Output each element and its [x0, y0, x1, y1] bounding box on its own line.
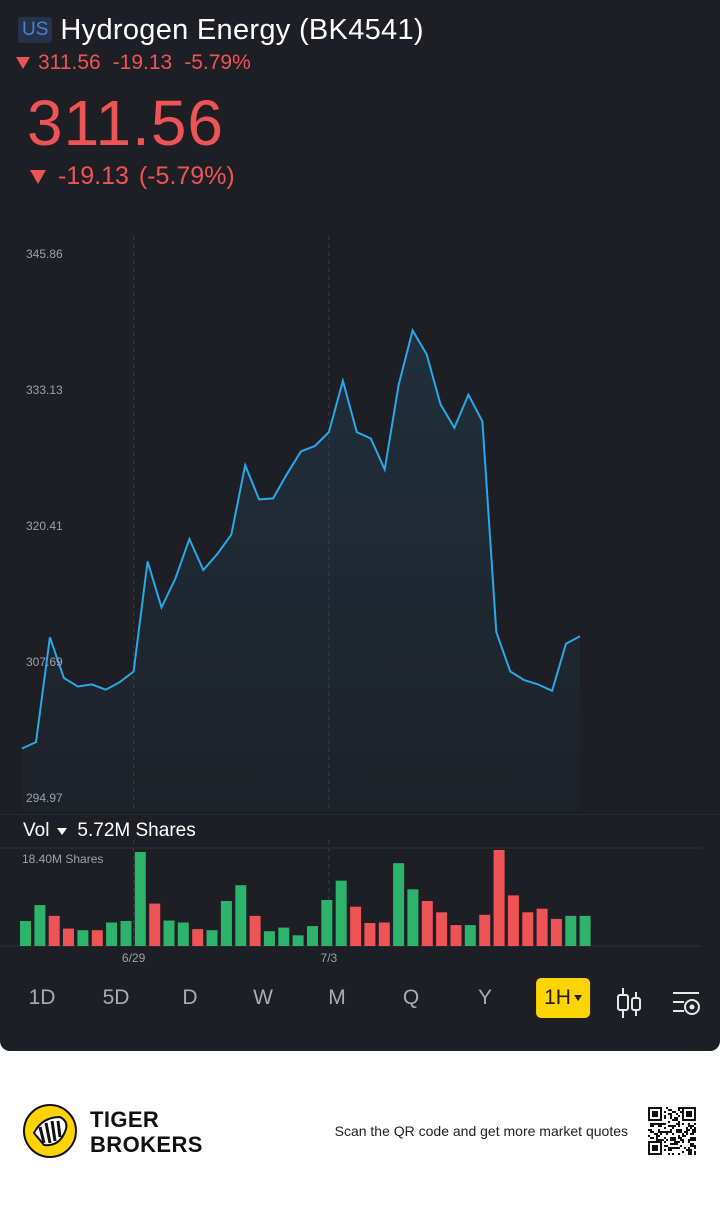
price-line	[21, 327, 581, 750]
brand-line-2: BROKERS	[90, 1132, 203, 1157]
volume-bar	[579, 915, 591, 946]
down-arrow-icon	[30, 169, 46, 184]
header-title-row: US Hydrogen Energy (BK4541)	[18, 10, 424, 50]
period-tab-label: 5D	[102, 986, 130, 1009]
volume-bar	[20, 921, 31, 946]
volume-bar	[350, 906, 362, 946]
period-tab-5d[interactable]: 5D	[103, 978, 130, 1018]
qr-code[interactable]	[648, 1107, 696, 1155]
volume-bar	[249, 915, 261, 946]
volume-bar	[436, 912, 448, 946]
volume-bar	[407, 889, 419, 946]
period-tab-label: M	[328, 986, 346, 1009]
volume-header[interactable]: Vol 5.72M Shares	[23, 820, 196, 842]
volume-bar	[134, 852, 146, 946]
volume-bar	[177, 922, 189, 946]
volume-bar	[522, 912, 534, 946]
volume-bar	[63, 928, 74, 946]
period-tab-q[interactable]: Q	[403, 978, 419, 1018]
volume-bar	[421, 901, 433, 946]
volume-bar	[450, 925, 462, 946]
quote-screen: US Hydrogen Energy (BK4541) 311.56 -19.1…	[0, 0, 720, 1051]
volume-bar	[321, 900, 333, 946]
volume-bar	[464, 925, 476, 946]
price-change-row: -19.13 (-5.79%)	[30, 162, 245, 191]
price-chart[interactable]: 345.86 333.13 320.41 307.69 294.97	[0, 230, 720, 815]
volume-bar	[278, 927, 290, 946]
period-tab-1h[interactable]: 1H	[536, 978, 590, 1018]
stock-title: Hydrogen Energy (BK4541)	[60, 13, 424, 46]
volume-bar	[163, 920, 175, 946]
volume-bar	[335, 880, 347, 946]
volume-bar	[149, 903, 161, 946]
chart-settings-icon[interactable]	[670, 986, 702, 1020]
y-tick-label: 333.13	[26, 383, 63, 397]
chevron-down-icon	[57, 827, 68, 835]
period-tab-label: W	[253, 986, 273, 1009]
volume-bar	[48, 915, 60, 946]
period-tab-label: Q	[402, 986, 420, 1009]
period-tab-1d[interactable]: 1D	[29, 978, 56, 1018]
pct-small: -5.79%	[184, 51, 251, 74]
caret-down-icon	[573, 995, 582, 1002]
volume-bar	[220, 901, 232, 946]
scan-qr-text: Scan the QR code and get more market quo…	[334, 1123, 628, 1139]
volume-bar	[565, 915, 577, 946]
y-tick-label: 294.97	[26, 791, 63, 805]
volume-bar	[263, 931, 275, 946]
x-tick-label: 6/29	[122, 951, 146, 965]
volume-label: Vol	[23, 820, 50, 841]
volume-bar	[393, 863, 405, 946]
brand-line-1: TIGER	[90, 1107, 160, 1132]
price-small: 311.56	[38, 51, 101, 74]
volume-bar	[536, 908, 548, 946]
change-small: -19.13	[112, 51, 173, 74]
volume-bar	[378, 922, 390, 946]
period-tab-label: 1H	[544, 986, 571, 1009]
period-tab-label: Y	[477, 986, 493, 1009]
period-tab-label: 1D	[28, 986, 56, 1009]
volume-bar	[493, 850, 505, 946]
footer: TIGER BROKERS Scan the QR code and get m…	[0, 1051, 720, 1213]
y-tick-label: 320.41	[26, 519, 63, 533]
period-tab-w[interactable]: W	[253, 978, 273, 1018]
last-price: 311.56	[27, 87, 224, 159]
period-tabs: 1D 5D D W M Q Y 1H	[0, 978, 720, 1020]
volume-bar	[479, 914, 491, 946]
period-tab-m[interactable]: M	[328, 978, 346, 1018]
y-tick-label: 307.69	[26, 655, 63, 669]
period-tab-y[interactable]: Y	[478, 978, 492, 1018]
volume-bar	[507, 895, 519, 946]
volume-bar	[292, 935, 304, 946]
candlestick-icon[interactable]	[614, 986, 644, 1020]
period-tab-d[interactable]: D	[182, 978, 197, 1018]
tiger-brokers-logo	[23, 1104, 77, 1158]
price-change: -19.13	[58, 162, 129, 190]
volume-bar	[235, 885, 247, 946]
volume-bar	[550, 918, 562, 946]
price-area	[22, 330, 580, 810]
volume-chart: 18.40M Shares 6/29 7/3	[0, 840, 702, 965]
period-tab-label: D	[182, 986, 198, 1009]
volume-bar	[77, 930, 89, 946]
volume-bar	[34, 905, 46, 946]
down-arrow-icon	[16, 57, 30, 69]
volume-bar	[307, 926, 318, 946]
x-tick-label: 7/3	[321, 951, 338, 965]
volume-bar	[106, 922, 118, 946]
y-tick-label: 345.86	[26, 247, 63, 261]
volume-bar	[91, 930, 103, 946]
volume-bar	[364, 923, 376, 946]
volume-bar	[192, 929, 204, 946]
volume-total: 5.72M Shares	[77, 820, 196, 841]
brand-name: TIGER BROKERS	[90, 1107, 203, 1157]
market-badge: US	[18, 17, 53, 43]
volume-max-label: 18.40M Shares	[22, 852, 103, 866]
volume-bar	[206, 930, 218, 946]
header-quote-summary: 311.56 -19.13 -5.79%	[16, 50, 263, 76]
price-change-pct: (-5.79%)	[138, 162, 235, 190]
volume-bar	[120, 921, 132, 946]
